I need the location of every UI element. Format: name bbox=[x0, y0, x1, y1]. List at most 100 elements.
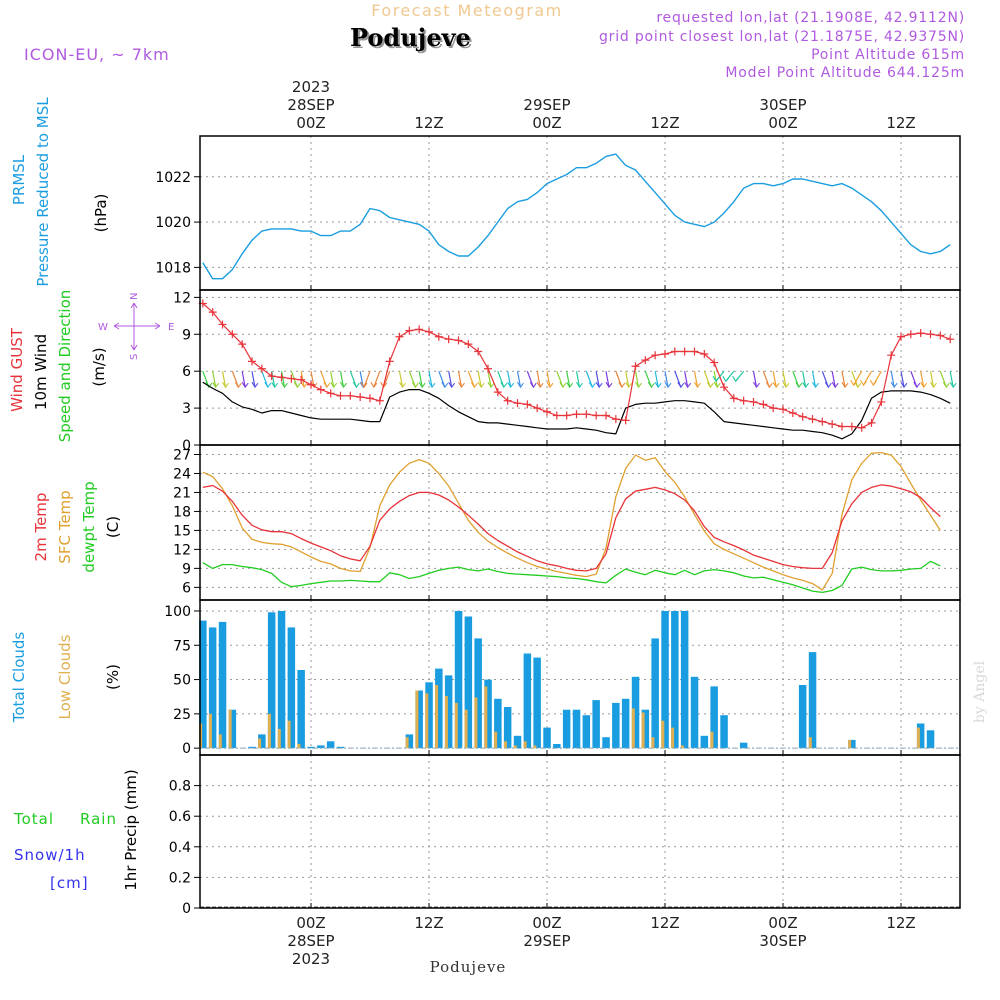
gust-marker-5 bbox=[248, 357, 256, 366]
wind-ytick-label-1: 3 bbox=[182, 401, 191, 417]
gust-marker-74 bbox=[926, 330, 935, 339]
dewpt-label: dewpt Temp bbox=[80, 481, 98, 572]
wind-arrowhead-27 bbox=[470, 381, 478, 389]
wind-arrowhead-11 bbox=[310, 381, 318, 389]
temperature-axis-labels: 2m Temp SFC Temp dewpt Temp (C) bbox=[32, 481, 122, 572]
footer-place: Podujeve bbox=[430, 958, 507, 976]
wind-arrow-18 bbox=[373, 370, 381, 388]
gust-marker-50 bbox=[690, 347, 699, 356]
bottom-time-label-3-0: 12Z bbox=[650, 914, 679, 932]
low-cloud-bar-24 bbox=[435, 685, 439, 749]
wind-arrowhead-14 bbox=[340, 381, 347, 389]
wind-arrowhead-68 bbox=[860, 379, 867, 387]
total-cloud-bar-28 bbox=[474, 638, 482, 749]
precip-axis-labels: Total Rain Snow/1h [cm] 1hr Precip (mm) bbox=[13, 769, 140, 892]
wind-arrowhead-22 bbox=[418, 381, 426, 389]
gust-marker-58 bbox=[769, 404, 778, 413]
wind-arrow-64 bbox=[831, 371, 836, 388]
gust-marker-36 bbox=[552, 411, 561, 420]
wind-arrowhead-39 bbox=[588, 381, 596, 389]
total-cloud-bar-49 bbox=[680, 611, 689, 749]
total-cloud-bar-50 bbox=[690, 676, 699, 749]
precip-ylabel: 1hr Precip (mm) bbox=[122, 769, 140, 890]
total-cloud-bar-5 bbox=[248, 746, 256, 749]
wind-arrowhead-53 bbox=[712, 375, 720, 383]
wind-arrowhead-15 bbox=[352, 381, 360, 389]
total-cloud-bar-26 bbox=[454, 611, 463, 749]
wind-arrowhead-48 bbox=[677, 381, 685, 389]
low-cloud-bar-21 bbox=[405, 737, 409, 749]
wind-arrowhead-28 bbox=[477, 381, 485, 389]
wind-axis-labels: Wind GUST 10m Wind Speed and Direction (… bbox=[8, 290, 174, 443]
wind-arrow-29 bbox=[487, 371, 492, 388]
gust-marker-29 bbox=[484, 364, 492, 373]
wind-arrow-47 bbox=[664, 371, 669, 388]
temp-unit: (C) bbox=[104, 516, 122, 538]
total-cloud-bar-73 bbox=[916, 723, 925, 749]
wind-arrowhead-6 bbox=[264, 381, 272, 389]
total-cloud-bar-43 bbox=[621, 698, 630, 749]
low-cloud-bar-25 bbox=[444, 696, 448, 749]
top-title: Forecast Meteogram bbox=[371, 1, 562, 20]
wind-arrowhead-47 bbox=[664, 381, 672, 389]
wind-arrowhead-59 bbox=[782, 381, 790, 389]
clouds-ytick-label-2: 50 bbox=[173, 673, 191, 689]
wind-arrow-10 bbox=[300, 371, 305, 388]
total-cloud-bar-0 bbox=[199, 620, 207, 749]
gust-marker-49 bbox=[680, 347, 689, 356]
gust-marker-23 bbox=[425, 327, 433, 336]
total-cloud-bar-47 bbox=[661, 611, 669, 749]
gust-marker-43 bbox=[621, 416, 630, 425]
wind-arrowhead-54 bbox=[722, 375, 730, 383]
wind-arrowhead-74 bbox=[930, 381, 937, 389]
wind-arrow-35 bbox=[546, 371, 551, 388]
wind-arrowhead-25 bbox=[448, 381, 456, 389]
temperature-ytick-label-3: 15 bbox=[173, 523, 191, 539]
wind-arrow-61 bbox=[802, 371, 807, 388]
total-cloud-bar-51 bbox=[700, 735, 709, 749]
gust-marker-68 bbox=[867, 418, 876, 427]
top-time-label-3-0: 12Z bbox=[650, 114, 679, 132]
total-cloud-bar-55 bbox=[739, 742, 748, 749]
sfc-temp-label: SFC Temp bbox=[56, 490, 74, 563]
gust-marker-35 bbox=[543, 407, 551, 416]
total-cloud-bar-66 bbox=[848, 739, 856, 749]
wind-arrowhead-64 bbox=[831, 381, 839, 389]
gust-label: Wind GUST bbox=[8, 327, 26, 412]
gust-marker-45 bbox=[641, 356, 650, 365]
total-cloud-bar-36 bbox=[553, 744, 561, 749]
wind-arrow-71 bbox=[900, 371, 905, 388]
precip-panel: 0 0.2 0.4 0.6 0.8 bbox=[169, 754, 961, 917]
low-cloud-bar-29 bbox=[484, 686, 488, 749]
temperature-ytick-label-5: 21 bbox=[173, 485, 191, 501]
wind-arrow-52 bbox=[713, 371, 718, 388]
wind-arrowhead-63 bbox=[824, 381, 832, 389]
wind-arrow-50 bbox=[693, 371, 699, 388]
gridpoint-lonlat: grid point closest lon,lat (21.1875E, 42… bbox=[599, 29, 965, 45]
gust-marker-42 bbox=[611, 415, 620, 424]
pressure-ytick-label-0: 1018 bbox=[155, 260, 191, 276]
total-cloud-bar-29 bbox=[484, 679, 492, 749]
gust-marker-30 bbox=[493, 388, 502, 397]
low-cloud-bar-6 bbox=[258, 738, 262, 749]
pressure-ytick-label-2: 1022 bbox=[155, 170, 191, 186]
rain-label-total: Total bbox=[13, 810, 54, 828]
clouds-axis-labels: Total Clouds Low Clouds (%) bbox=[10, 632, 122, 724]
bottom-time-label-0-1: 28SEP bbox=[287, 932, 334, 950]
gust-marker-39 bbox=[582, 410, 591, 419]
wind-arrow-14 bbox=[339, 371, 345, 388]
gust-marker-46 bbox=[651, 351, 660, 360]
wind-arrowhead-65 bbox=[841, 381, 849, 389]
low-cloud-bar-45 bbox=[641, 712, 645, 749]
total-cloud-bar-48 bbox=[671, 611, 679, 749]
total-cloud-bar-31 bbox=[503, 707, 512, 749]
wind-arrow-23 bbox=[428, 371, 433, 388]
low-cloud-bar-26 bbox=[454, 702, 458, 749]
wind-arrowhead-43 bbox=[625, 381, 633, 389]
low-cloud-bar-23 bbox=[425, 693, 429, 749]
wind-arrowhead-2 bbox=[222, 381, 229, 389]
gust-marker-57 bbox=[759, 400, 768, 409]
total-cloud-bar-8 bbox=[277, 611, 286, 749]
gust-marker-53 bbox=[720, 383, 728, 392]
